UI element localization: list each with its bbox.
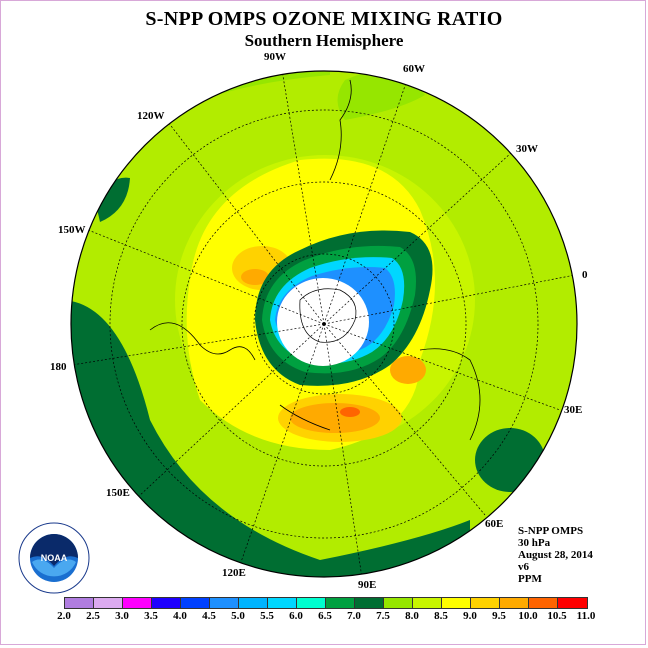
lon-label-0: 0 xyxy=(582,269,588,281)
lon-label-180: 180 xyxy=(50,361,67,373)
colorbar-swatch xyxy=(181,598,210,608)
colorbar-swatch xyxy=(413,598,442,608)
colorbar-swatch xyxy=(326,598,355,608)
colorbar-tick-label: 8.0 xyxy=(405,610,419,622)
map-subtitle: Southern Hemisphere xyxy=(244,31,404,50)
colorbar-tick-label: 9.5 xyxy=(492,610,506,622)
field-max-south-core xyxy=(290,403,380,433)
field-east-blob xyxy=(475,428,545,492)
info-version: v6 xyxy=(518,561,529,573)
field-max-south-peak xyxy=(340,407,360,417)
lon-label-30w: 30W xyxy=(516,143,538,155)
logo-text: NOAA xyxy=(41,553,68,563)
lon-label-150w: 150W xyxy=(58,224,86,236)
field-max-east xyxy=(390,356,426,384)
colorbar-swatch xyxy=(239,598,268,608)
lon-label-120e: 120E xyxy=(222,567,246,579)
map-boundary xyxy=(70,70,578,578)
colorbar-swatch xyxy=(210,598,239,608)
colorbar-tick-label: 7.0 xyxy=(347,610,361,622)
info-instrument: S-NPP OMPS xyxy=(518,525,584,537)
coastlines xyxy=(149,79,481,441)
lon-label-150e: 150E xyxy=(106,487,130,499)
colorbar-tick-label: 6.0 xyxy=(289,610,303,622)
colorbar-swatch xyxy=(268,598,297,608)
colorbar-tick-label: 4.5 xyxy=(202,610,216,622)
colorbar-swatch xyxy=(65,598,94,608)
lon-label-120w: 120W xyxy=(137,110,165,122)
colorbar-tick-label: 3.5 xyxy=(144,610,158,622)
graticule xyxy=(71,71,577,577)
colorbar-swatch xyxy=(558,598,587,608)
colorbar-tick-label: 6.5 xyxy=(318,610,332,622)
colorbar-swatch xyxy=(94,598,123,608)
colorbar-swatch xyxy=(355,598,384,608)
colorbar-swatch xyxy=(442,598,471,608)
colorbar-swatch xyxy=(384,598,413,608)
colorbar-tick-label: 5.0 xyxy=(231,610,245,622)
colorbar-swatch xyxy=(529,598,558,608)
lon-label-60e: 60E xyxy=(485,518,503,530)
antarctica-coast xyxy=(299,288,357,343)
noaa-logo: NOAA xyxy=(18,522,90,594)
colorbar xyxy=(64,597,588,609)
colorbar-swatch xyxy=(297,598,326,608)
colorbar-tick-label: 5.5 xyxy=(260,610,274,622)
info-units: PPM xyxy=(518,573,542,585)
colorbar-tick-label: 8.5 xyxy=(434,610,448,622)
lon-label-90e: 90E xyxy=(358,579,376,591)
no-data-pole xyxy=(277,278,369,366)
map-title: S-NPP OMPS OZONE MIXING RATIO xyxy=(145,8,503,30)
colorbar-tick-label: 4.0 xyxy=(173,610,187,622)
south-pole-marker xyxy=(322,322,326,326)
colorbar-swatch xyxy=(500,598,529,608)
colorbar-tick-label: 9.0 xyxy=(463,610,477,622)
lon-label-30e: 30E xyxy=(564,404,582,416)
colorbar-tick-label: 10.5 xyxy=(547,610,567,622)
info-block: S-NPP OMPS 30 hPa August 28, 2014 v6 PPM xyxy=(518,525,593,585)
lon-label-60w: 60W xyxy=(403,63,425,75)
field-max-west-core xyxy=(241,269,269,285)
colorbar-tick-label: 2.5 xyxy=(86,610,100,622)
colorbar-tick-label: 10.0 xyxy=(518,610,538,622)
info-date: August 28, 2014 xyxy=(518,549,593,561)
colorbar-swatch xyxy=(471,598,500,608)
colorbar-tick-label: 3.0 xyxy=(115,610,129,622)
colorbar-swatch xyxy=(123,598,152,608)
colorbar-tick-label: 2.0 xyxy=(57,610,71,622)
colorbar-tick-label: 7.5 xyxy=(376,610,390,622)
colorbar-swatch xyxy=(152,598,181,608)
lon-label-90w: 90W xyxy=(264,51,286,63)
colorbar-tick-label: 11.0 xyxy=(576,610,596,622)
ozone-field xyxy=(71,71,577,577)
info-level: 30 hPa xyxy=(518,537,551,549)
